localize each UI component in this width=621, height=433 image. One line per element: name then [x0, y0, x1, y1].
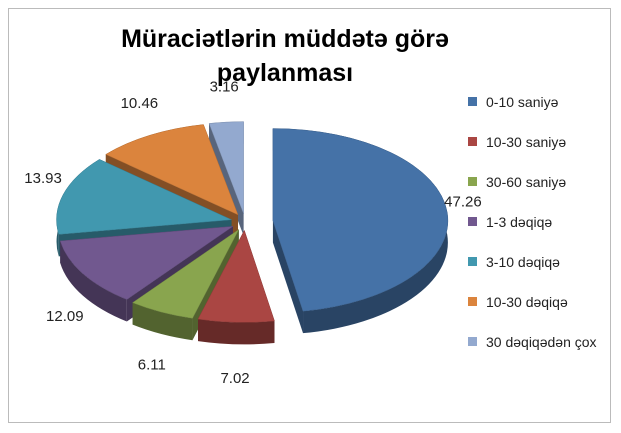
legend-item: 3-10 dəqiqə [468, 252, 613, 292]
legend-swatch [468, 97, 477, 106]
legend-item: 30-60 saniyə [468, 172, 613, 212]
data-label: 7.02 [220, 370, 249, 387]
legend-swatch [468, 337, 477, 346]
legend-label: 10-30 dəqiqə [486, 294, 568, 310]
chart-frame [8, 8, 611, 423]
slice [56, 159, 233, 235]
slice-wall [198, 319, 275, 345]
legend-label: 3-10 dəqiqə [486, 254, 560, 270]
data-label: 10.46 [121, 95, 159, 112]
data-label: 13.93 [24, 170, 62, 187]
legend-label: 30-60 saniyə [486, 174, 567, 190]
legend-label: 30 dəqiqədən çox [486, 334, 597, 350]
legend-swatch [468, 257, 477, 266]
legend-label: 1-3 dəqiqə [486, 214, 553, 230]
slice [59, 225, 234, 300]
slice [105, 124, 239, 216]
legend-swatch [468, 177, 477, 186]
slice [132, 229, 240, 319]
legend-label: 0-10 saniyə [486, 94, 559, 110]
slice [208, 121, 244, 214]
legend: 0-10 saniyə 10-30 saniyə 30-60 saniyə 1-3 d… [468, 92, 613, 372]
data-label: 6.11 [138, 357, 166, 374]
slice-side [272, 220, 304, 334]
legend-label: 10-30 saniyə [486, 134, 567, 150]
legend-item: 1-3 dəqiqə [468, 212, 613, 252]
slice [272, 128, 449, 312]
legend-item: 10-30 saniyə [468, 132, 613, 172]
data-label: 12.09 [46, 308, 84, 325]
chart-title: Müraciətlərin müddətə görə paylanması [121, 25, 449, 87]
data-label: 3.16 [210, 79, 239, 96]
legend-item: 0-10 saniyə [468, 92, 613, 132]
legend-item: 10-30 dəqiqə [468, 292, 613, 332]
slice-group [197, 229, 275, 345]
legend-swatch [468, 217, 477, 226]
legend-item: 30 dəqiqədən çox [468, 332, 613, 372]
legend-swatch [468, 297, 477, 306]
slice-group [272, 128, 449, 334]
slice [197, 229, 275, 323]
slice-wall [60, 240, 127, 322]
legend-swatch [468, 137, 477, 146]
data-label: 47.26 [444, 194, 482, 211]
slice-wall [132, 302, 193, 341]
